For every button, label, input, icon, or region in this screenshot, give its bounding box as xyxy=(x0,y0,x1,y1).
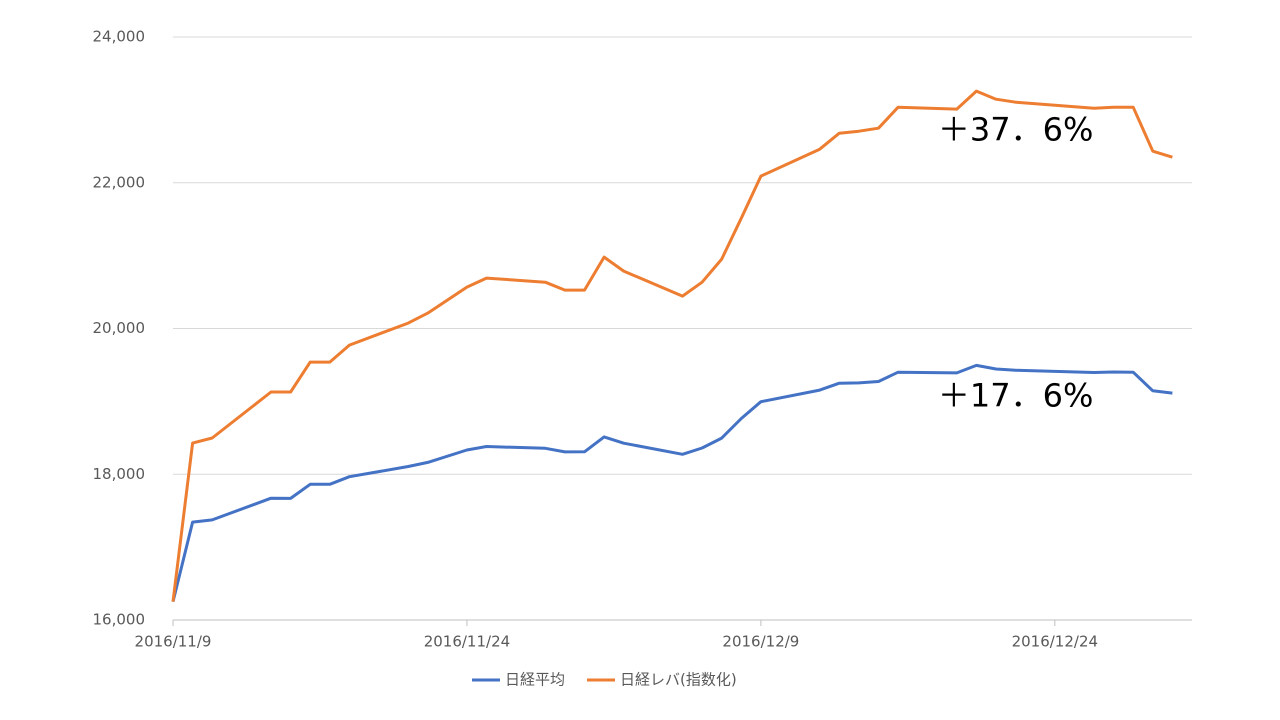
x-tick-label: 2016/12/24 xyxy=(1012,633,1098,651)
annotation: ＋37．6% xyxy=(938,111,1094,149)
x-tick-label: 2016/11/9 xyxy=(135,633,212,651)
series-line xyxy=(171,363,1173,603)
y-tick-label: 18,000 xyxy=(93,465,146,483)
annotation: ＋17．6% xyxy=(938,377,1094,415)
series-line xyxy=(171,89,1173,602)
y-tick-label: 20,000 xyxy=(93,319,146,337)
legend-label: 日経レバ(指数化) xyxy=(620,671,737,689)
x-tick-label: 2016/12/9 xyxy=(722,633,799,651)
legend-label: 日経平均 xyxy=(505,671,565,689)
x-tick-label: 2016/11/24 xyxy=(424,633,510,651)
y-tick-label: 16,000 xyxy=(93,611,146,629)
y-tick-label: 24,000 xyxy=(93,28,146,46)
y-tick-label: 22,000 xyxy=(93,173,146,191)
